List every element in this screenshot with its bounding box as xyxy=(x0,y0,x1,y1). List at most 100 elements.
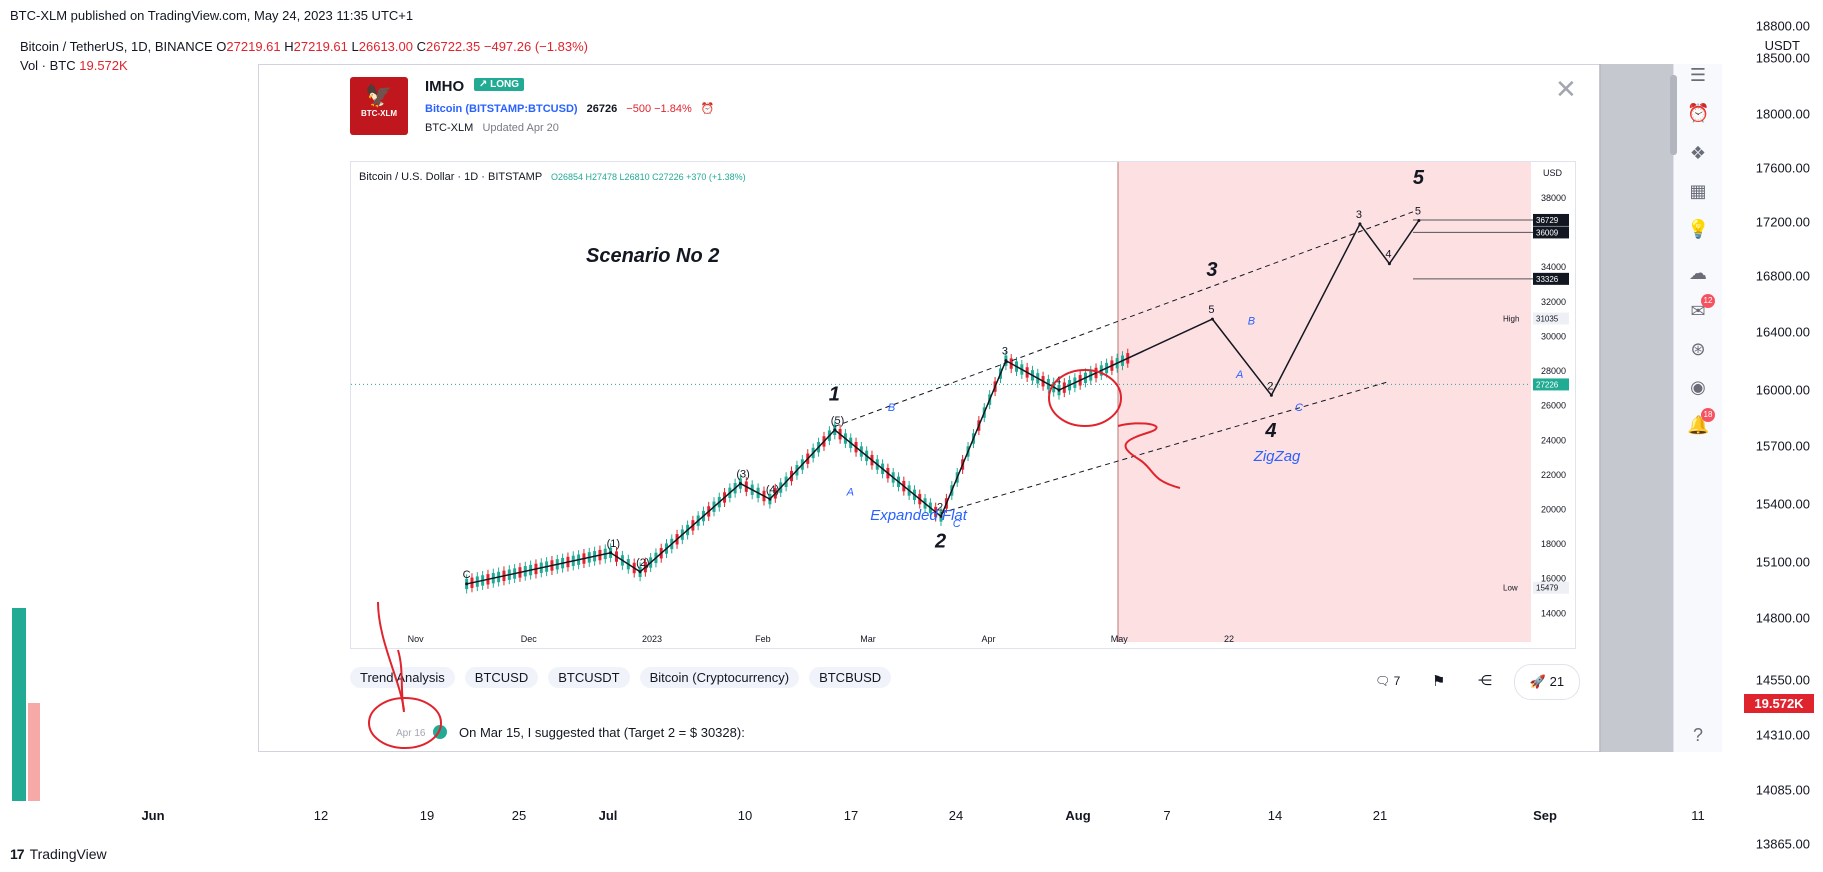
y-tick-label: 16000 xyxy=(1541,574,1566,584)
chart-currency: USD xyxy=(1543,168,1563,178)
price-label-tag: Low xyxy=(1503,584,1518,593)
chart-svg: Bitcoin / U.S. Dollar · 1D · BITSTAMP O26… xyxy=(351,162,1569,644)
close-label: C xyxy=(416,39,427,54)
help-icon[interactable]: ? xyxy=(1692,725,1703,745)
price-label-tag: High xyxy=(1503,315,1519,324)
lightbulb-icon[interactable]: 💡 xyxy=(1687,219,1710,239)
major-wave-label: 1 xyxy=(829,383,840,405)
wave-point-label: 2 xyxy=(937,501,943,513)
notifications-icon[interactable]: 🔔 18 xyxy=(1687,408,1715,436)
calendar-icon[interactable]: ▦ xyxy=(1689,181,1707,201)
ticker-line: Bitcoin (BITSTAMP:BTCUSD) 26726 −500 −1.… xyxy=(425,102,715,115)
price-tick: 14800.00 xyxy=(1755,610,1810,626)
wave-annotation: A xyxy=(846,487,854,499)
channel-lower xyxy=(940,380,1390,514)
x-tick-label: 2023 xyxy=(642,634,662,644)
alarm-clock-icon[interactable]: ⏰ xyxy=(1687,103,1710,123)
broadcast-icon[interactable]: ◉ xyxy=(1690,377,1706,397)
price-label-box xyxy=(1533,581,1569,594)
open-label: O xyxy=(216,39,227,54)
time-tick: 14 xyxy=(1267,808,1283,823)
price-tick: 17600.00 xyxy=(1755,160,1810,176)
wave-point-label: (5) xyxy=(831,415,844,427)
wave-annotation: B xyxy=(1248,315,1255,327)
price-tick: 15400.00 xyxy=(1755,496,1810,512)
time-tick: 12 xyxy=(313,808,329,823)
author-name[interactable]: IMHO xyxy=(425,78,465,95)
wave-point xyxy=(768,497,772,501)
price-tick: 14085.00 xyxy=(1755,782,1810,798)
price-axis[interactable]: 18800.00 18500.00 18000.00 17600.00 17200.00… xyxy=(1740,19,1823,852)
close-icon[interactable]: ✕ xyxy=(1555,74,1577,104)
wave-point-label: 3 xyxy=(1002,346,1008,358)
boost-button[interactable]: 🚀 21 xyxy=(1514,664,1580,700)
wave-point xyxy=(1387,262,1391,266)
price-label-box xyxy=(1533,312,1569,325)
wave-point-label: 2 xyxy=(1267,380,1273,392)
volume-value: 19.572K xyxy=(79,58,128,73)
wave-point xyxy=(738,482,742,486)
hotlist-icon[interactable]: ❖ xyxy=(1689,143,1707,163)
scenario-label: Scenario No 2 xyxy=(586,245,719,267)
volume-label: Vol · BTC xyxy=(20,58,76,73)
panel-scrollbar[interactable] xyxy=(1669,75,1677,750)
tag-chip[interactable]: BTCUSDT xyxy=(548,667,630,688)
ticker-price: 26726 xyxy=(586,103,618,115)
wave-point xyxy=(1358,222,1362,226)
wave-point-label: 5 xyxy=(1208,304,1214,316)
major-wave-label: 3 xyxy=(1206,259,1217,281)
wave-annotation: C xyxy=(953,518,961,530)
ideas-stream-icon[interactable]: ✉ 12 xyxy=(1687,294,1715,322)
time-tick: 25 xyxy=(511,808,527,823)
alarm-icon[interactable]: ⏰ xyxy=(700,103,715,115)
chart-title: Bitcoin / U.S. Dollar · 1D · BITSTAMP xyxy=(359,171,542,183)
y-tick-label: 38000 xyxy=(1541,193,1566,203)
time-tick: Jun xyxy=(141,808,165,823)
tags-row: Trend Analysis BTCUSD BTCUSDT Bitcoin (Cryp… xyxy=(350,667,892,688)
price-tick: 18800.00 xyxy=(1755,18,1810,34)
wave-point xyxy=(1057,388,1061,392)
author-avatar[interactable]: 🦅 BTC-XLM xyxy=(350,77,408,135)
publisher-line: BTC-XLM published on TradingView.com, Ma… xyxy=(10,8,414,23)
wave-point-label: 4 xyxy=(1385,249,1391,261)
y-tick-label: 26000 xyxy=(1541,401,1566,411)
elliott-wave-path xyxy=(466,220,1420,585)
tag-chip[interactable]: Bitcoin (Cryptocurrency) xyxy=(639,667,800,688)
wave-point xyxy=(1269,393,1273,397)
time-tick: 17 xyxy=(843,808,859,823)
chat-icon[interactable]: ☁ xyxy=(1689,263,1707,283)
y-tick-label: 20000 xyxy=(1541,505,1566,515)
volume-bar-down xyxy=(28,703,40,801)
watchlist-icon[interactable]: ☰ xyxy=(1689,65,1707,85)
streams-icon[interactable]: ⊛ xyxy=(1690,339,1706,359)
major-wave-label: 5 xyxy=(1413,167,1425,189)
symbol-name[interactable]: Bitcoin / TetherUS, 1D, BINANCE xyxy=(20,39,213,54)
price-tick: 14550.00 xyxy=(1755,672,1810,688)
boost-count: 21 xyxy=(1549,674,1565,689)
y-tick-label: 24000 xyxy=(1541,435,1566,445)
symbol-info: Bitcoin / TetherUS, 1D, BINANCE O27219.6… xyxy=(20,39,588,54)
byline-user[interactable]: BTC-XLM xyxy=(425,122,474,134)
description-date: Apr 16 xyxy=(396,728,426,739)
byline-updated: Updated Apr 20 xyxy=(482,122,559,134)
major-wave-label: 4 xyxy=(1264,420,1276,442)
long-arrow-icon: ↗ xyxy=(479,79,491,90)
scroll-thumb[interactable] xyxy=(1670,75,1677,155)
volume-bar-up xyxy=(12,608,26,801)
flag-icon[interactable]: ⚑ xyxy=(1432,673,1446,690)
y-tick-label: 22000 xyxy=(1541,470,1566,480)
wave-point-label: 3 xyxy=(1356,209,1362,221)
wave-annotation: ZigZag xyxy=(1253,448,1301,465)
price-tick: 16400.00 xyxy=(1755,324,1810,340)
price-tick: 18500.00 xyxy=(1755,50,1810,66)
price-label-box xyxy=(1533,378,1569,391)
ticker-link[interactable]: Bitcoin (BITSTAMP:BTCUSD) xyxy=(425,103,578,115)
tag-chip[interactable]: BTCBUSD xyxy=(809,667,892,688)
share-icon[interactable]: ⋲ xyxy=(1478,672,1492,688)
comments[interactable]: 🗨 7 xyxy=(1375,674,1400,688)
price-label: 36009 xyxy=(1536,228,1559,237)
time-tick: 21 xyxy=(1372,808,1388,823)
eagle-icon: 🦅 xyxy=(365,83,393,108)
tag-chip[interactable]: BTCUSD xyxy=(464,667,539,688)
